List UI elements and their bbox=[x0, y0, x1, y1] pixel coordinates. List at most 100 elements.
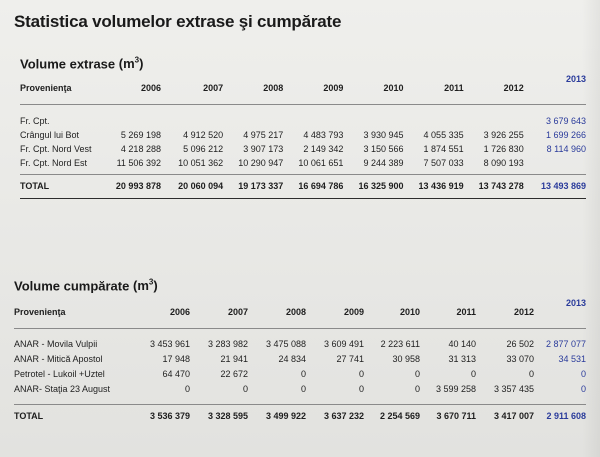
total-cell: 3 499 922 bbox=[265, 410, 306, 421]
table-cell: 0 bbox=[358, 368, 364, 379]
table-row: Fr. Cpt. Nord Vest 4 218 288 5 096 212 3… bbox=[20, 142, 586, 156]
table-cell: 3 599 258 bbox=[435, 383, 476, 394]
table-row: ANAR- Staţia 23 August 0 0 0 0 0 3 599 2… bbox=[14, 381, 586, 396]
table-cell: 0 bbox=[414, 368, 420, 379]
table-cell: 3 283 982 bbox=[207, 339, 248, 349]
table-cell: 4 483 793 bbox=[303, 129, 344, 140]
table-row: ANAR - Mitică Apostol 17 948 21 941 24 8… bbox=[14, 351, 586, 366]
table-cell: 3 475 088 bbox=[265, 339, 306, 349]
row-label: Fr. Cpt. Nord Vest bbox=[20, 144, 92, 154]
table-cell: 3 907 173 bbox=[243, 144, 284, 154]
table-cell: 10 061 651 bbox=[298, 158, 344, 168]
total-cell: 3 670 711 bbox=[436, 410, 476, 421]
table-cell bbox=[524, 156, 586, 170]
year-header: 2006 bbox=[169, 307, 190, 317]
table-cell bbox=[283, 115, 343, 127]
table-cell: 4 218 288 bbox=[120, 144, 161, 154]
table-cell: 10 290 947 bbox=[238, 158, 284, 168]
year-header: 2007 bbox=[203, 83, 224, 93]
year-header: 2010 bbox=[399, 307, 420, 317]
table-row: ANAR - Movila Vulpii 3 453 961 3 283 982… bbox=[14, 337, 586, 351]
total-cell: 16 694 786 bbox=[298, 181, 344, 192]
total-cell: 13 493 869 bbox=[540, 181, 586, 192]
table-cell: 22 672 bbox=[220, 368, 248, 379]
row-label: ANAR- Staţia 23 August bbox=[14, 383, 111, 394]
table-cell: 26 502 bbox=[506, 339, 534, 349]
total-cell: 3 536 379 bbox=[149, 410, 190, 421]
table-cell: 3 357 435 bbox=[493, 383, 534, 394]
row-label: Fr. Cpt. Nord Est bbox=[20, 158, 88, 168]
table-cell: 2 149 342 bbox=[303, 144, 344, 154]
table-cell: 3 150 566 bbox=[363, 144, 404, 154]
table-cell: 4 055 335 bbox=[423, 129, 464, 140]
year-header: 2006 bbox=[140, 83, 161, 93]
table-cell bbox=[105, 115, 161, 127]
table-cell: 2 223 611 bbox=[380, 339, 420, 349]
purchased-unit: (m3) bbox=[132, 278, 158, 294]
extracted-unit: (m3) bbox=[118, 56, 144, 72]
row-label: ANAR - Mitică Apostol bbox=[14, 353, 103, 364]
table-cell: 5 269 198 bbox=[120, 129, 161, 140]
table-cell: 34 531 bbox=[558, 353, 586, 364]
table-cell bbox=[223, 115, 283, 127]
table-cell: 0 bbox=[528, 368, 534, 379]
table-cell: 3 679 643 bbox=[545, 116, 586, 126]
table-cell: 0 bbox=[414, 383, 420, 394]
total-cell: 20 060 094 bbox=[178, 181, 224, 192]
table-row: Fr. Cpt. 3 679 643 bbox=[20, 115, 586, 127]
table-cell: 27 741 bbox=[336, 353, 364, 364]
table-cell: 3 926 255 bbox=[483, 129, 524, 140]
table-cell: 0 bbox=[242, 383, 248, 394]
total-cell: 2 911 608 bbox=[546, 410, 586, 421]
year-header: 2009 bbox=[323, 83, 344, 93]
year-header: 2007 bbox=[227, 307, 248, 317]
year-header: 2013 bbox=[565, 74, 586, 84]
year-header: 2013 bbox=[565, 298, 586, 308]
year-header: 2009 bbox=[343, 307, 364, 317]
total-cell: 3 328 595 bbox=[207, 410, 248, 421]
table-cell: 0 bbox=[534, 366, 586, 381]
row-label: ANAR - Movila Vulpii bbox=[14, 339, 98, 349]
total-cell: 3 417 007 bbox=[493, 410, 534, 421]
extracted-col-label: Provenienţa bbox=[20, 83, 72, 93]
table-cell: 4 975 217 bbox=[243, 129, 284, 140]
row-label: Petrotel - Lukoil +Uztel bbox=[14, 368, 105, 379]
table-cell: 40 140 bbox=[448, 339, 476, 349]
table-cell bbox=[403, 115, 463, 127]
year-header: 2011 bbox=[444, 83, 464, 93]
table-cell: 7 507 033 bbox=[423, 158, 464, 168]
table-cell: 3 930 945 bbox=[363, 129, 404, 140]
total-cell: 2 254 569 bbox=[379, 410, 420, 421]
table-cell: 5 096 212 bbox=[183, 144, 224, 154]
extracted-section-title: Volume extrase (m3) bbox=[20, 56, 143, 71]
table-cell: 0 bbox=[470, 368, 476, 379]
table-cell: 3 609 491 bbox=[323, 339, 364, 349]
table-cell bbox=[464, 115, 524, 127]
table-cell: 10 051 362 bbox=[178, 158, 224, 168]
table-cell: 0 bbox=[358, 383, 364, 394]
total-label: TOTAL bbox=[20, 181, 50, 192]
row-label: Crângul lui Bot bbox=[20, 129, 80, 140]
total-cell: 16 325 900 bbox=[358, 181, 404, 192]
table-cell: 9 244 389 bbox=[363, 158, 404, 168]
row-label: Fr. Cpt. bbox=[20, 116, 50, 126]
table-cell: 31 313 bbox=[448, 353, 476, 364]
table-cell: 1 874 551 bbox=[423, 144, 464, 154]
table-cell: 33 070 bbox=[506, 353, 534, 364]
total-label: TOTAL bbox=[14, 410, 44, 421]
total-row: TOTAL 3 536 379 3 328 595 3 499 922 3 63… bbox=[14, 405, 586, 427]
purchased-section-label: Volume cumpărate bbox=[14, 278, 130, 294]
purchased-col-label: Provenienţa bbox=[14, 307, 66, 317]
table-row: Crângul lui Bot 5 269 198 4 912 520 4 97… bbox=[20, 127, 586, 142]
extracted-section-label: Volume extrase bbox=[20, 56, 116, 72]
purchased-table: Provenienţa 2006 2007 2008 2009 2010 201… bbox=[14, 296, 586, 427]
table-row: Fr. Cpt. Nord Est 11 506 392 10 051 362 … bbox=[20, 156, 586, 170]
total-cell: 13 436 919 bbox=[418, 181, 464, 192]
table-cell: 8 114 960 bbox=[546, 144, 586, 154]
year-header: 2010 bbox=[383, 83, 404, 93]
table-cell: 1 699 266 bbox=[545, 129, 586, 140]
table-cell: 0 bbox=[184, 383, 190, 394]
table-row: Petrotel - Lukoil +Uztel 64 470 22 672 0… bbox=[14, 366, 586, 381]
table-cell: 24 834 bbox=[278, 353, 306, 364]
